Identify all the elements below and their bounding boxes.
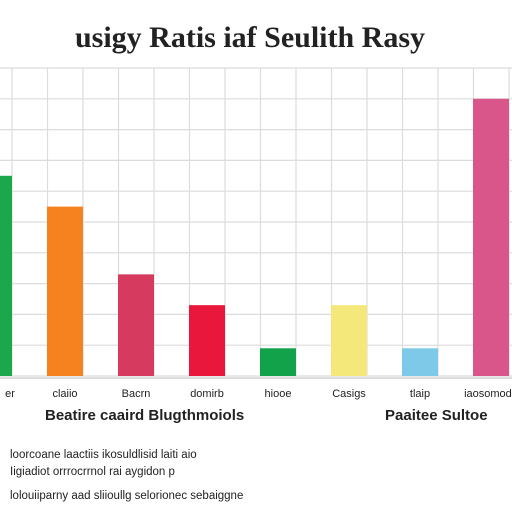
note: Iigiadiot orrrocrrnol rai aygidon p <box>10 466 175 478</box>
x-tick-label: Bacrn <box>122 388 151 400</box>
x-tick-label: tlaip <box>410 388 430 400</box>
x-tick-label: claiio <box>52 388 77 400</box>
x-tick-label: domirb <box>190 388 224 400</box>
bar <box>0 175 12 376</box>
bar <box>47 206 83 376</box>
x-tick-label: er <box>5 388 15 400</box>
bar <box>402 348 438 376</box>
x-tick-label: hiooe <box>265 388 292 400</box>
chart-title: usigy Ratis iaf Seulith Rasy <box>75 21 425 54</box>
bar <box>473 98 509 377</box>
note: lolouiiparny aad sliioullg selorionec se… <box>10 490 243 502</box>
x-axis-label: Beatire caaird Blugthmoiols <box>45 407 244 424</box>
note: loorcoane laactiis ikosuldlisid laiti ai… <box>10 449 197 461</box>
bar <box>331 305 367 376</box>
x-tick-label: Casigs <box>332 388 366 400</box>
bar <box>189 305 225 376</box>
x-axis-label: Paaitee Sultoe <box>385 407 488 424</box>
bar <box>260 348 296 376</box>
bar <box>118 274 154 376</box>
x-tick-label: iaosomodo <box>464 388 512 400</box>
